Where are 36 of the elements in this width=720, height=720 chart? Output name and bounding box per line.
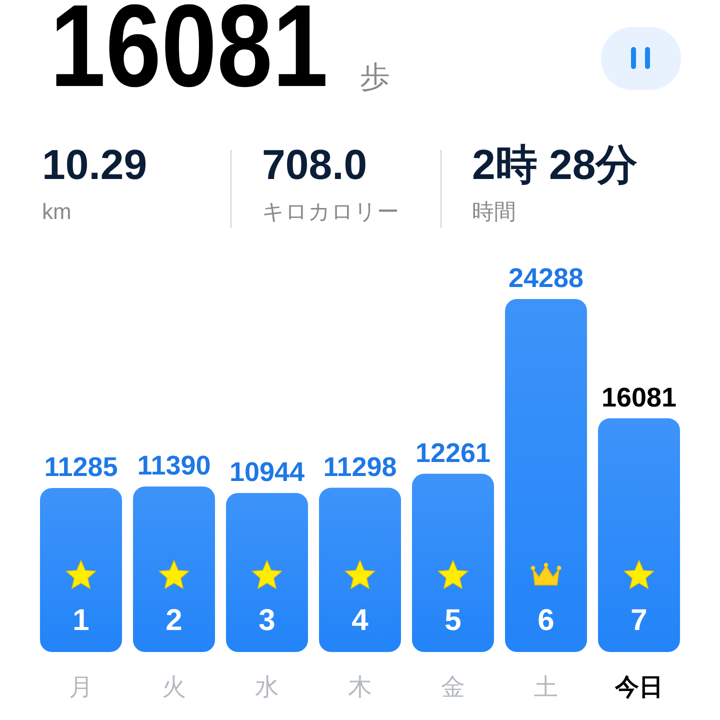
data-label: 12261: [415, 438, 491, 468]
x-tick-label: 今日: [614, 674, 663, 701]
annotation: 7: [630, 604, 648, 637]
bar: [319, 488, 401, 652]
text: 時間: [472, 199, 516, 224]
bar: [40, 488, 122, 652]
text: 歩: [360, 61, 390, 94]
data-label: 16081: [601, 382, 677, 412]
x-tick-label: 月: [69, 674, 93, 701]
annotation: 1: [72, 604, 90, 637]
text: km: [42, 199, 72, 224]
text: 2時 28分: [472, 141, 638, 188]
text: 16081: [50, 0, 328, 112]
bar: [412, 474, 494, 652]
bar: [505, 299, 587, 652]
x-tick-label: 木: [348, 674, 372, 701]
data-label: 11298: [323, 452, 397, 482]
x-tick-label: 土: [534, 674, 558, 701]
bar: [133, 486, 215, 652]
x-tick-label: 金: [441, 674, 465, 701]
data-label: 11285: [44, 452, 118, 482]
annotation: 6: [538, 604, 554, 637]
annotation: 5: [444, 604, 462, 637]
bar: [226, 492, 308, 652]
annotation: 2: [166, 604, 182, 637]
data-label: 11390: [137, 450, 211, 480]
x-tick-label: 水: [255, 674, 279, 701]
annotation: 3: [258, 604, 276, 637]
text: 708.0: [262, 141, 368, 188]
x-tick-label: 火: [162, 674, 186, 701]
text: キロカロリー: [262, 199, 399, 224]
data-label: 10944: [229, 456, 305, 487]
bar: [598, 418, 680, 652]
text: 10.29: [42, 141, 148, 188]
data-label: 24288: [508, 263, 584, 293]
annotation: 4: [352, 604, 369, 637]
